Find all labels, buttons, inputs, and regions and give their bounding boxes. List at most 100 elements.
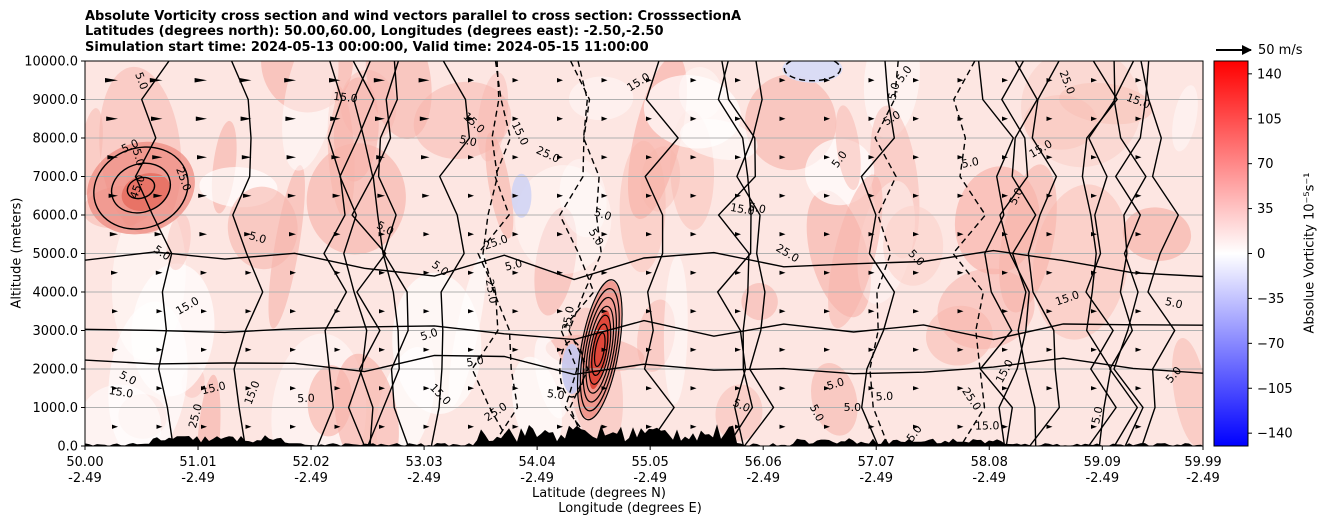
contour-label: 5.0: [1164, 295, 1184, 312]
contour-label: 5.0: [844, 401, 862, 414]
x-tick-label-lat: 58.08: [971, 455, 1008, 470]
wind-vector: [690, 232, 697, 237]
wind-vector: [112, 347, 118, 352]
wind-vector: [957, 116, 964, 121]
contour-label: 25.0: [186, 402, 205, 429]
wind-vector: [105, 78, 118, 83]
wind-vector: [198, 193, 207, 198]
wind-vector: [913, 347, 919, 352]
wind-vector: [957, 155, 964, 160]
x-tick-label-lat: 50.00: [66, 455, 103, 470]
wind-vector: [646, 270, 652, 275]
wind-vector: [421, 155, 430, 160]
wind-vector: [290, 347, 296, 352]
wind-vector: [290, 270, 296, 275]
wind-vector: [468, 155, 474, 160]
wind-vector: [557, 270, 563, 275]
wind-vector: [557, 309, 563, 314]
x-tick-label-lon: -2.49: [1186, 471, 1220, 486]
contour-label: 5.0: [592, 206, 613, 224]
wind-vector: [201, 309, 207, 314]
wind-vector: [957, 232, 964, 237]
wind-vector: [423, 386, 430, 391]
x-tick-label-lon: -2.49: [746, 471, 780, 486]
wind-vector: [285, 116, 296, 121]
wind-vector: [290, 309, 296, 314]
contour-label: 25.0: [483, 278, 500, 304]
wind-vector: [557, 347, 563, 352]
x-tick-label-lon: -2.49: [972, 471, 1006, 486]
contour-label: 5.0: [419, 326, 440, 344]
wind-vector: [735, 309, 741, 314]
wind-vector: [913, 424, 919, 429]
x-tick-label-lon: -2.49: [181, 471, 215, 486]
vorticity-patch: [863, 61, 920, 139]
wind-vector: [241, 155, 252, 160]
colorbar-tick-label: 105: [1257, 112, 1282, 127]
wind-vector: [106, 116, 118, 121]
x-axis-label-latitude: Latitude (degrees N): [532, 486, 666, 501]
wind-vector: [779, 386, 786, 391]
vorticity-patch: [1032, 184, 1129, 340]
wind-vector: [244, 232, 252, 237]
x-tick-label-lon: -2.49: [859, 471, 893, 486]
contour-label: 5.0: [458, 133, 478, 150]
wind-vector: [112, 386, 118, 391]
wind-vector: [290, 424, 296, 429]
wind-vector: [373, 78, 385, 83]
wind-vector: [868, 116, 875, 121]
x-tick-label-lat: 57.07: [858, 455, 895, 470]
wind-vector: [1046, 386, 1053, 391]
wind-vector: [868, 193, 875, 198]
wind-vector: [245, 424, 252, 429]
contour-label: 5.0: [825, 375, 846, 393]
wind-vector: [601, 116, 608, 121]
y-tick-label: 10000.0: [24, 55, 78, 70]
wind-vector: [1135, 116, 1142, 121]
contour-line: [869, 61, 899, 446]
wind-vector: [868, 232, 875, 237]
wind-vector: [824, 232, 830, 237]
contour-label: 5.0: [504, 257, 524, 274]
wind-vector: [957, 386, 964, 391]
wind-vector: [112, 424, 118, 429]
vorticity-patch: [365, 61, 432, 139]
contour-line: [588, 314, 612, 385]
vorticity-patch: [643, 75, 741, 149]
wind-vector: [1002, 386, 1008, 391]
wind-vector: [779, 347, 786, 352]
contour-label: 15.0: [333, 90, 359, 105]
vorticity-patch: [306, 143, 406, 255]
wind-vector: [151, 116, 163, 121]
y-axis: 0.0 1000.0 2000.0 3000.0 4000.0 5000.0 6000.0 7…: [24, 55, 85, 455]
wind-vector: [376, 155, 385, 160]
wind-vector: [334, 270, 341, 275]
wind-vector: [156, 347, 163, 352]
wind-vector: [690, 270, 697, 275]
contour-line: [126, 176, 156, 200]
wind-vector: [423, 347, 430, 352]
wind-vector: [1135, 309, 1142, 314]
contour-label: 5.0: [465, 354, 484, 370]
x-axis: 50.00-2.4951.01-2.4952.02-2.4953.03-2.49…: [66, 446, 1222, 486]
wind-vector: [779, 155, 786, 160]
wind-vector: [913, 232, 919, 237]
wind-vector: [1002, 116, 1008, 121]
x-tick-label-lon: -2.49: [1085, 471, 1119, 486]
wind-vector: [735, 232, 741, 237]
wind-vector: [779, 78, 786, 83]
wind-vector: [779, 116, 786, 121]
vorticity-patch: [166, 213, 191, 271]
wind-vector: [512, 232, 519, 237]
vorticity-patch: [782, 61, 843, 83]
y-tick-label: 1000.0: [33, 401, 79, 416]
vorticity-patch: [805, 138, 875, 206]
contour-label: 5.0: [747, 200, 767, 216]
colorbar-tick-label: −70: [1257, 337, 1284, 352]
contour-line: [471, 61, 512, 446]
vorticity-patch: [1023, 95, 1098, 150]
wind-vector: [154, 232, 163, 237]
wind-vector: [779, 193, 786, 198]
vorticity-patch: [568, 76, 634, 121]
